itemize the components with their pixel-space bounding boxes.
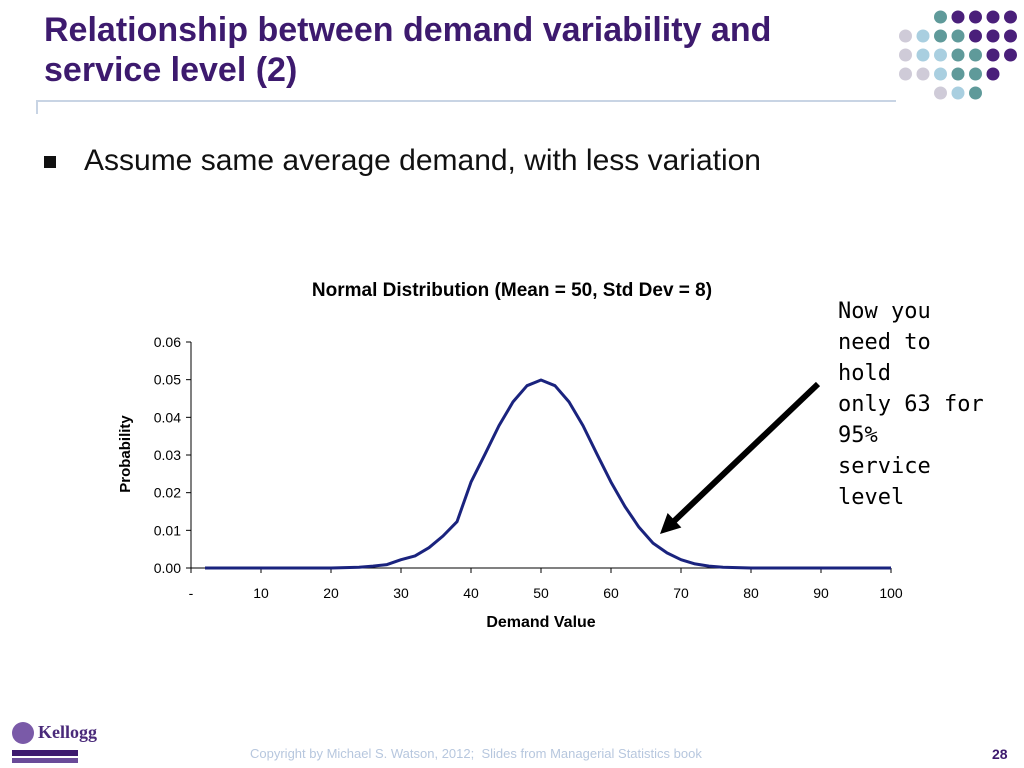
x-tick-label: 40	[463, 585, 479, 601]
callout-line: level	[838, 485, 905, 510]
callout-line: Now you	[838, 299, 931, 324]
decorative-dot	[1004, 10, 1017, 24]
callout-arrow-shaft	[667, 381, 821, 528]
x-tick-label: 60	[603, 585, 619, 601]
y-tick-label: 0.05	[154, 372, 181, 388]
footer-copyright: Copyright by Michael S. Watson, 2012; Sl…	[250, 746, 702, 761]
decorative-dot	[969, 10, 982, 24]
decorative-dot	[899, 48, 912, 62]
decorative-dot	[934, 10, 947, 24]
decorative-dot	[951, 67, 965, 81]
decorative-dot	[934, 48, 947, 62]
decorative-dot	[916, 48, 930, 62]
chart-xlabel: Demand Value	[486, 614, 595, 631]
decorative-dot	[916, 29, 930, 43]
chart-ylabel: Probability	[117, 415, 134, 493]
x-tick-label: -	[189, 585, 194, 601]
decorative-dot	[951, 86, 965, 100]
kellogg-logo-text: Kellogg	[38, 722, 97, 742]
decorative-dot	[969, 86, 982, 100]
bullet-text: Assume same average demand, with less va…	[84, 144, 761, 177]
page-number: 28	[992, 746, 1008, 762]
decorative-dot	[986, 10, 1000, 24]
decorative-dot	[934, 67, 947, 81]
decorative-dot	[916, 67, 930, 81]
x-tick-label: 30	[393, 585, 409, 601]
callout-line: 95%	[838, 423, 878, 448]
y-tick-label: 0.04	[154, 409, 181, 425]
x-tick-label: 100	[879, 585, 903, 601]
decorative-dot-grid	[899, 10, 1017, 100]
slide-title-line-2: service level (2)	[44, 51, 298, 89]
callout-line: hold	[838, 361, 891, 386]
x-tick-label: 50	[533, 585, 549, 601]
decorative-dot	[986, 67, 1000, 81]
callout-note: Now you need to hold only 63 for 95% ser…	[838, 296, 1018, 513]
y-tick-label: 0.03	[154, 447, 181, 463]
decorative-dot	[1004, 48, 1017, 62]
decorative-dot	[934, 86, 947, 100]
decorative-dot	[899, 29, 912, 43]
y-tick-label: 0.01	[154, 522, 181, 538]
decorative-dot	[986, 29, 1000, 43]
decorative-dot	[1004, 29, 1017, 43]
y-tick-label: 0.06	[154, 334, 181, 350]
y-tick-label: 0.02	[154, 485, 181, 501]
kellogg-logo: Kellogg	[8, 720, 97, 764]
decorative-dot	[969, 48, 982, 62]
slide-title: Relationship between demand variability …	[44, 10, 864, 90]
decorative-dot	[969, 29, 982, 43]
slide-title-line-1: Relationship between demand variability …	[44, 11, 772, 49]
x-tick-label: 70	[673, 585, 689, 601]
decorative-dot	[951, 48, 965, 62]
decorative-dot	[899, 67, 912, 81]
callout-line: service	[838, 454, 931, 479]
decorative-dot	[951, 10, 965, 24]
chart-title: Normal Distribution (Mean = 50, Std Dev …	[312, 280, 712, 301]
decorative-dot	[934, 29, 947, 43]
decorative-dot	[951, 29, 965, 43]
x-tick-label: 90	[813, 585, 829, 601]
normal-curve-line	[205, 378, 891, 570]
bullet-square-icon	[44, 156, 56, 168]
normal-distribution-chart: Normal Distribution (Mean = 50, Std Dev …	[117, 280, 903, 631]
bullet-item: Assume same average demand, with less va…	[44, 144, 761, 178]
callout-arrow-head	[660, 512, 682, 534]
kellogg-logo-mark	[12, 722, 34, 744]
x-tick-label: 10	[253, 585, 269, 601]
callout-line: need to	[838, 330, 931, 355]
logo-band	[12, 750, 78, 756]
decorative-dot	[969, 67, 982, 81]
title-divider	[36, 100, 896, 102]
x-tick-label: 20	[323, 585, 339, 601]
decorative-dot	[986, 48, 1000, 62]
callout-line: only 63 for	[838, 392, 984, 417]
title-divider-corner	[36, 100, 38, 114]
y-tick-label: 0.00	[154, 560, 181, 576]
x-tick-label: 80	[743, 585, 759, 601]
logo-band	[12, 758, 78, 763]
